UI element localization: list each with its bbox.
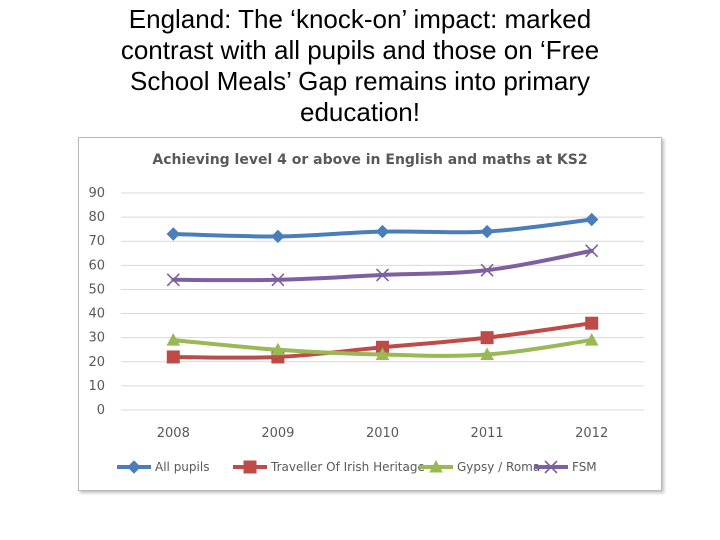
x-tick-label: 2010: [366, 426, 399, 441]
data-point: [375, 268, 390, 282]
title-line: education!: [300, 97, 420, 127]
legend: All pupils Traveller Of Irish Heritage Gyp…: [117, 459, 597, 474]
y-tick-label: 30: [88, 331, 105, 346]
series-gypsy-roma: [166, 333, 599, 361]
legend-item: Gypsy / Roma: [419, 459, 540, 474]
series-all-pupils: [166, 212, 599, 244]
data-point: [584, 212, 599, 227]
legend-item: Traveller Of Irish Heritage: [233, 460, 425, 474]
data-point: [480, 331, 494, 345]
data-point: [585, 244, 599, 258]
legend-label: FSM: [572, 460, 597, 474]
series-fsm: [166, 244, 599, 287]
data-point: [271, 273, 285, 287]
gridlines: [121, 192, 644, 411]
title-line: School Meals’ Gap remains into primary: [130, 66, 590, 96]
series-group: [166, 212, 599, 364]
legend-item: All pupils: [117, 460, 209, 474]
series-traveller-of-irish-heritage: [166, 316, 599, 364]
data-point: [166, 333, 181, 346]
data-point: [375, 224, 390, 239]
data-point: [271, 229, 285, 244]
y-axis: 0 10 20 30 40 50 60 70 80 90: [88, 186, 105, 418]
legend-item: FSM: [534, 460, 597, 474]
chart-title: Achieving level 4 or above in English an…: [152, 152, 587, 168]
slide-title: England: The ‘knock-on’ impact: marked c…: [40, 4, 680, 128]
chart-frame: Achieving level 4 or above in English an…: [78, 137, 662, 491]
data-point: [480, 263, 494, 277]
y-tick-label: 90: [88, 186, 105, 201]
title-line: England: The ‘knock-on’ impact: marked: [128, 4, 592, 34]
data-point: [480, 347, 494, 361]
legend-label: All pupils: [155, 460, 209, 474]
y-tick-label: 20: [88, 355, 105, 370]
x-tick-label: 2009: [261, 426, 294, 441]
y-tick-label: 80: [88, 210, 105, 225]
x-tick-label: 2012: [575, 426, 608, 441]
legend-marker: [243, 460, 257, 474]
data-point: [480, 224, 494, 239]
y-tick-label: 0: [97, 403, 105, 418]
y-tick-label: 10: [88, 379, 105, 394]
data-point: [166, 350, 180, 364]
y-tick-label: 50: [88, 282, 105, 297]
data-point: [271, 342, 285, 356]
legend-label: Traveller Of Irish Heritage: [270, 460, 425, 474]
data-point: [166, 227, 181, 241]
x-tick-label: 2011: [471, 426, 504, 441]
y-tick-label: 70: [88, 234, 105, 249]
data-point: [375, 347, 390, 361]
data-point: [584, 333, 599, 346]
y-tick-label: 60: [88, 258, 105, 273]
legend-marker: [127, 460, 141, 474]
line-chart: Achieving level 4 or above in English an…: [88, 152, 644, 474]
x-axis: 2008 2009 2010 2011 2012: [157, 426, 608, 441]
legend-marker: [429, 459, 443, 473]
legend-marker: [544, 460, 558, 474]
data-point: [166, 273, 180, 287]
legend-label: Gypsy / Roma: [457, 460, 540, 474]
data-point: [585, 316, 599, 330]
title-line: contrast with all pupils and those on ‘F…: [120, 35, 600, 65]
y-tick-label: 40: [88, 307, 105, 322]
x-tick-label: 2008: [157, 426, 190, 441]
